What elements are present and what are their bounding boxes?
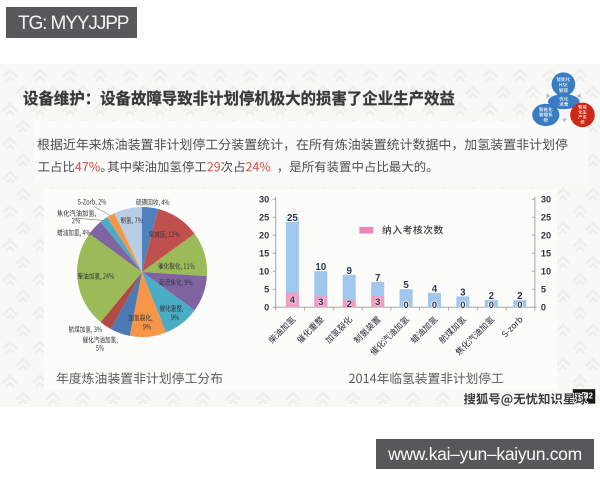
svg-text:4: 4 [290, 294, 296, 305]
svg-text:2: 2 [517, 291, 523, 302]
svg-text:72: 72 [584, 392, 593, 401]
svg-text:3: 3 [460, 287, 466, 298]
svg-text:4: 4 [432, 284, 438, 295]
svg-text:15: 15 [541, 249, 551, 259]
svg-text:2: 2 [489, 291, 495, 302]
svg-text:20: 20 [541, 231, 551, 241]
svg-text:9: 9 [346, 266, 352, 277]
svg-text:15: 15 [259, 249, 269, 259]
svg-text:0: 0 [489, 299, 494, 310]
svg-text:5: 5 [403, 280, 409, 291]
svg-text:10: 10 [541, 267, 551, 277]
svg-text:25: 25 [541, 213, 551, 223]
svg-text:10: 10 [315, 262, 326, 273]
svg-text:30: 30 [259, 195, 269, 205]
svg-text:30: 30 [541, 195, 551, 205]
svg-text:2: 2 [347, 298, 352, 309]
svg-text:7: 7 [375, 273, 381, 284]
svg-text:10: 10 [259, 267, 269, 277]
svg-text:5: 5 [541, 285, 546, 295]
svg-text:0: 0 [541, 303, 546, 313]
svg-text:25: 25 [259, 213, 269, 223]
svg-text:3: 3 [318, 296, 323, 307]
svg-text:0: 0 [460, 299, 465, 310]
svg-text:5: 5 [264, 285, 269, 295]
svg-text:3: 3 [375, 296, 380, 307]
svg-text:0: 0 [432, 299, 437, 310]
svg-text:0: 0 [403, 299, 408, 310]
svg-text:20: 20 [259, 231, 269, 241]
svg-text:0: 0 [517, 299, 522, 310]
svg-text:0: 0 [264, 303, 269, 313]
svg-text:25: 25 [287, 213, 298, 224]
